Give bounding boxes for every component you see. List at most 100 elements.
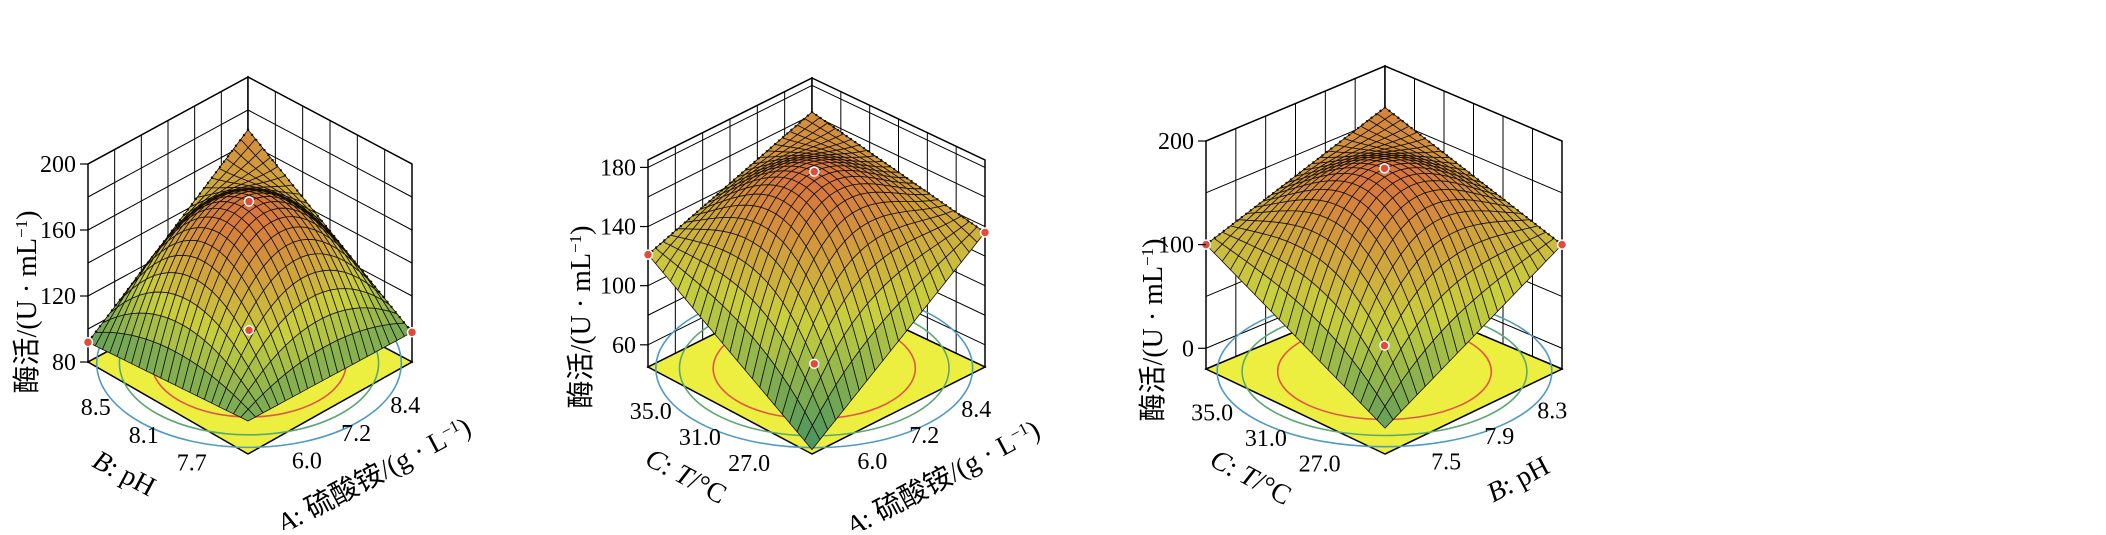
z-tick-label: 180 bbox=[600, 155, 636, 181]
rim-dot bbox=[90, 335, 94, 339]
rim-dot bbox=[1240, 216, 1244, 219]
rim-dot bbox=[238, 139, 242, 142]
rim-dot bbox=[1459, 164, 1462, 167]
rim-dot bbox=[1276, 188, 1279, 191]
rim-dot bbox=[897, 171, 900, 174]
rim-dot bbox=[283, 174, 287, 177]
rim-dot bbox=[1405, 123, 1409, 126]
rim-dot bbox=[1258, 202, 1261, 205]
rim-dot bbox=[794, 125, 797, 128]
y-tick-label: 27.0 bbox=[1299, 452, 1341, 478]
rim-dot bbox=[186, 208, 190, 211]
rim-dot bbox=[308, 204, 311, 207]
response-surface bbox=[647, 111, 986, 451]
rim-dot bbox=[218, 165, 222, 169]
surface-top-rim bbox=[646, 110, 987, 256]
panel-2: 60 100 140 180 6.0 7.2 8.4 27.0 31.0 35.0 bbox=[600, 76, 991, 477]
rim-dot bbox=[1280, 185, 1284, 188]
rim-dot bbox=[341, 245, 344, 248]
rim-dot bbox=[194, 197, 198, 201]
rim-dot bbox=[819, 116, 822, 120]
rim-dot bbox=[854, 140, 857, 144]
rim-dot bbox=[737, 174, 740, 178]
rim-dot bbox=[130, 282, 134, 285]
rim-dot bbox=[1485, 185, 1488, 188]
rim-dot bbox=[832, 125, 835, 129]
rim-dot bbox=[142, 266, 146, 270]
y-axis-label: B: pH bbox=[88, 445, 161, 503]
rim-dot bbox=[671, 232, 674, 235]
rim-dot bbox=[836, 128, 840, 132]
z-tick-label: 100 bbox=[600, 274, 636, 300]
rim-dot bbox=[250, 133, 254, 137]
rim-dot bbox=[1298, 171, 1302, 174]
rim-dot bbox=[150, 256, 154, 259]
rim-dot bbox=[858, 143, 861, 147]
x-tick-label: 7.2 bbox=[341, 421, 371, 447]
rim-dot bbox=[1383, 106, 1387, 109]
design-point bbox=[642, 249, 654, 260]
rim-dot bbox=[390, 305, 393, 309]
x-tick-label: 7.2 bbox=[909, 423, 939, 449]
rim-dot bbox=[798, 121, 801, 124]
rim-dot bbox=[704, 203, 707, 206]
rim-dot bbox=[1356, 126, 1360, 130]
rim-dot bbox=[1419, 133, 1422, 137]
y-tick-label: 35.0 bbox=[1191, 401, 1233, 427]
design-point bbox=[243, 196, 255, 207]
rim-dot bbox=[230, 149, 234, 153]
rim-dot bbox=[246, 128, 250, 131]
rim-dot bbox=[114, 303, 118, 307]
rim-dot bbox=[790, 128, 793, 132]
rim-dot bbox=[259, 143, 262, 147]
rim-dot bbox=[402, 320, 405, 324]
rim-dot bbox=[1414, 130, 1418, 133]
rim-dot bbox=[1289, 178, 1293, 181]
rim-dot bbox=[304, 199, 307, 202]
z-tick-label: 140 bbox=[600, 215, 636, 241]
y-tick-label: 8.1 bbox=[129, 423, 159, 449]
rim-dot bbox=[122, 293, 126, 296]
z-axis-label: 酶活/(U · mL−1) bbox=[1137, 239, 1169, 422]
rim-dot bbox=[1503, 198, 1506, 202]
rim-dot bbox=[106, 314, 110, 317]
rim-dot bbox=[312, 209, 315, 212]
response-surface bbox=[87, 129, 413, 422]
rim-dot bbox=[845, 134, 848, 138]
rim-dot bbox=[931, 195, 935, 198]
rim-dot bbox=[1316, 157, 1320, 161]
rim-dot bbox=[1218, 233, 1221, 236]
rim-dot bbox=[910, 180, 913, 183]
rim-dot bbox=[862, 146, 866, 150]
design-point bbox=[809, 166, 820, 177]
rim-dot bbox=[849, 137, 853, 141]
rim-dot bbox=[1538, 226, 1542, 229]
rim-dot bbox=[1285, 181, 1288, 185]
rim-dot bbox=[198, 192, 202, 195]
rim-dot bbox=[154, 250, 158, 254]
rim-dot bbox=[966, 219, 969, 222]
rim-dot bbox=[975, 225, 978, 228]
rim-dot bbox=[1445, 154, 1449, 157]
design-point bbox=[243, 325, 255, 336]
rim-dot bbox=[841, 131, 844, 135]
rim-dot bbox=[687, 217, 691, 221]
rim-dot bbox=[287, 179, 291, 182]
rim-dot bbox=[178, 218, 182, 222]
rim-dot bbox=[1339, 140, 1342, 143]
rim-dot bbox=[940, 201, 943, 204]
y-tick-label: 27.0 bbox=[728, 451, 770, 477]
rim-dot bbox=[357, 265, 360, 268]
rim-dot bbox=[786, 132, 789, 135]
rim-dot bbox=[226, 155, 230, 158]
rim-dot bbox=[316, 214, 319, 218]
rim-dot bbox=[320, 219, 323, 223]
rim-dot bbox=[332, 234, 336, 238]
rim-dot bbox=[828, 122, 831, 126]
rim-dot bbox=[1254, 205, 1257, 209]
rim-dot bbox=[1374, 113, 1378, 116]
rim-dot bbox=[1348, 133, 1351, 137]
rim-dot bbox=[378, 290, 381, 293]
rim-dot bbox=[1321, 154, 1324, 157]
rim-dot bbox=[1262, 198, 1266, 202]
